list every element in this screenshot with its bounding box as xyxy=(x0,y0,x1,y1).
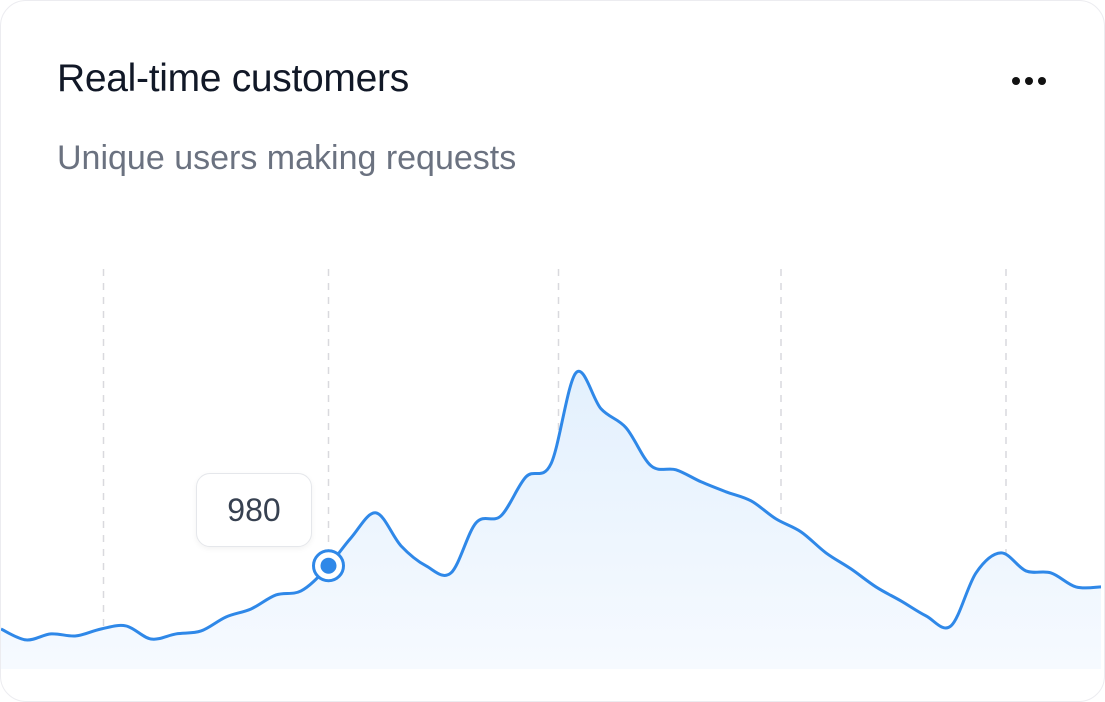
more-options-button[interactable] xyxy=(1001,63,1057,99)
area-chart xyxy=(1,269,1102,669)
more-horizontal-icon xyxy=(1012,77,1020,85)
highlight-point xyxy=(320,557,337,574)
area-fill xyxy=(1,371,1101,669)
value-tooltip: 980 xyxy=(196,473,312,547)
card-subtitle: Unique users making requests xyxy=(57,139,517,177)
series-line xyxy=(1,369,1102,642)
dot xyxy=(1038,77,1046,85)
dot xyxy=(1025,77,1033,85)
card-title: Real-time customers xyxy=(57,57,409,100)
